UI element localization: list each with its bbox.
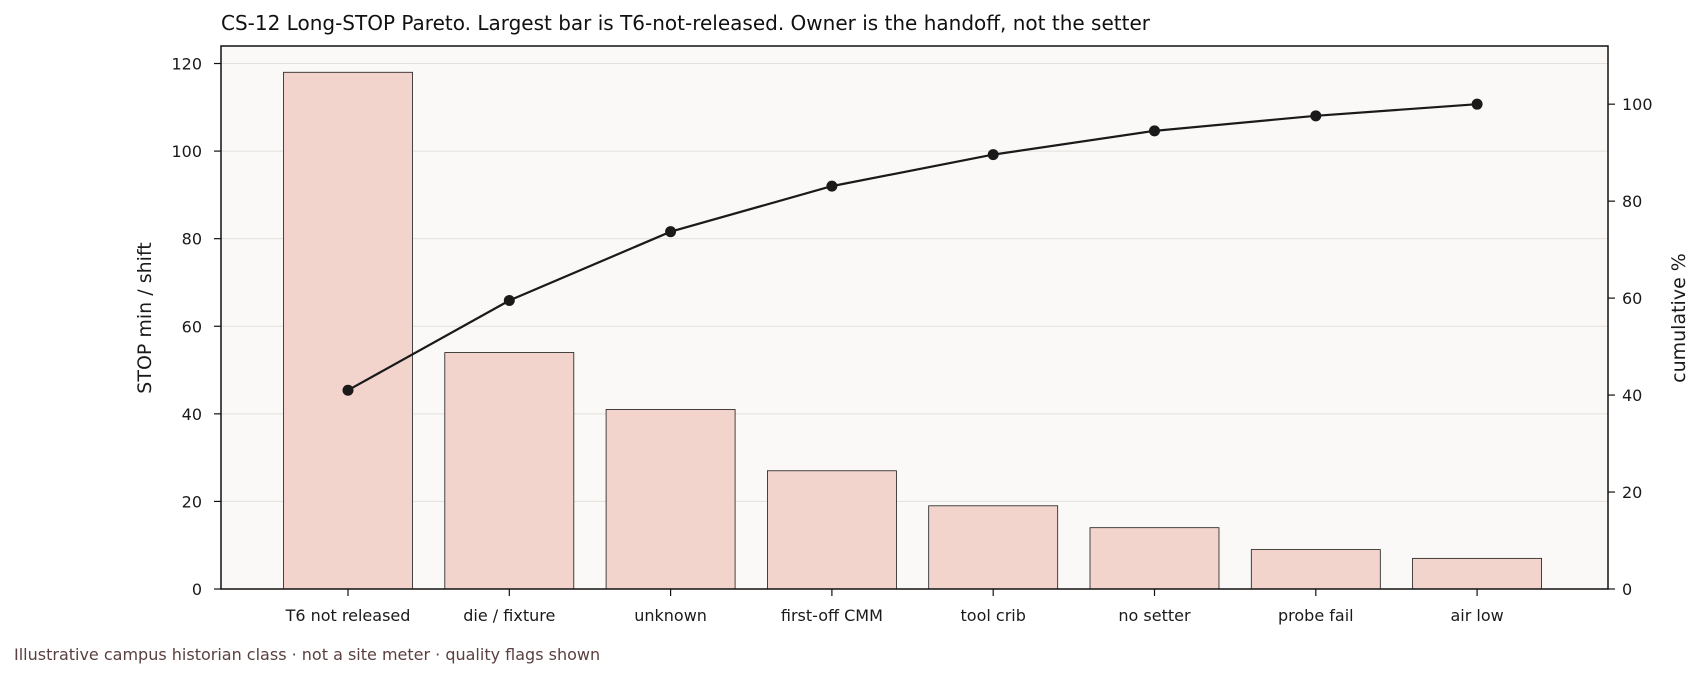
y2-tick-label: 60 (1622, 289, 1642, 308)
x-tick-label: unknown (634, 606, 707, 625)
y-tick-label: 120 (171, 55, 202, 74)
x-tick-label: probe fail (1278, 606, 1354, 625)
x-tick-label: die / fixture (463, 606, 555, 625)
y-tick-label: 40 (182, 405, 202, 424)
y-tick-label: 20 (182, 492, 202, 511)
y-tick-label: 60 (182, 317, 202, 336)
left-axis-ticks: 0 20 40 60 80 100 120 (171, 55, 221, 599)
bar (605, 409, 736, 590)
y2-tick-label: 0 (1622, 580, 1632, 599)
bar (1089, 527, 1220, 590)
footnote: Illustrative campus historian class · no… (14, 645, 600, 664)
x-tick-label: tool crib (961, 606, 1026, 625)
bar (1250, 549, 1381, 590)
y2-axis-title: cumulative % (1668, 253, 1690, 383)
cumulative-point (342, 384, 354, 396)
y-tick-label: 0 (192, 580, 202, 599)
bar (283, 71, 413, 590)
chart-title: CS-12 Long-STOP Pareto. Largest bar is T… (221, 11, 1151, 35)
y2-tick-label: 100 (1622, 95, 1653, 114)
bar (767, 470, 897, 590)
cumulative-line (342, 98, 1483, 396)
cumulative-point (503, 295, 515, 307)
cumulative-point (1149, 125, 1160, 137)
plot-frame (220, 45, 1609, 590)
cumulative-polyline (347, 103, 1478, 392)
bar (1412, 557, 1542, 590)
bars (283, 71, 1542, 590)
cumulative-point (826, 180, 838, 192)
x-axis-ticks: T6 not released die / fixture unknown first… (285, 589, 1504, 625)
y2-tick-label: 80 (1622, 192, 1642, 211)
cumulative-point (665, 226, 677, 238)
y-tick-label: 80 (182, 230, 202, 249)
x-tick-label: T6 not released (285, 606, 411, 625)
x-tick-label: first-off CMM (781, 606, 883, 625)
x-tick-label: no setter (1118, 606, 1191, 625)
y-axis-title: STOP min / shift (134, 242, 156, 393)
y-tick-label: 100 (171, 142, 202, 161)
bar (928, 505, 1059, 590)
bar (444, 352, 575, 590)
x-tick-label: air low (1450, 606, 1503, 625)
cumulative-point (987, 149, 999, 161)
plot-background (221, 46, 1608, 589)
y2-tick-label: 20 (1622, 483, 1642, 502)
y2-tick-label: 40 (1622, 386, 1642, 405)
cumulative-point (1310, 110, 1322, 122)
right-axis-ticks: 0 20 40 60 80 100 (1608, 95, 1653, 599)
cumulative-point (1471, 98, 1483, 110)
